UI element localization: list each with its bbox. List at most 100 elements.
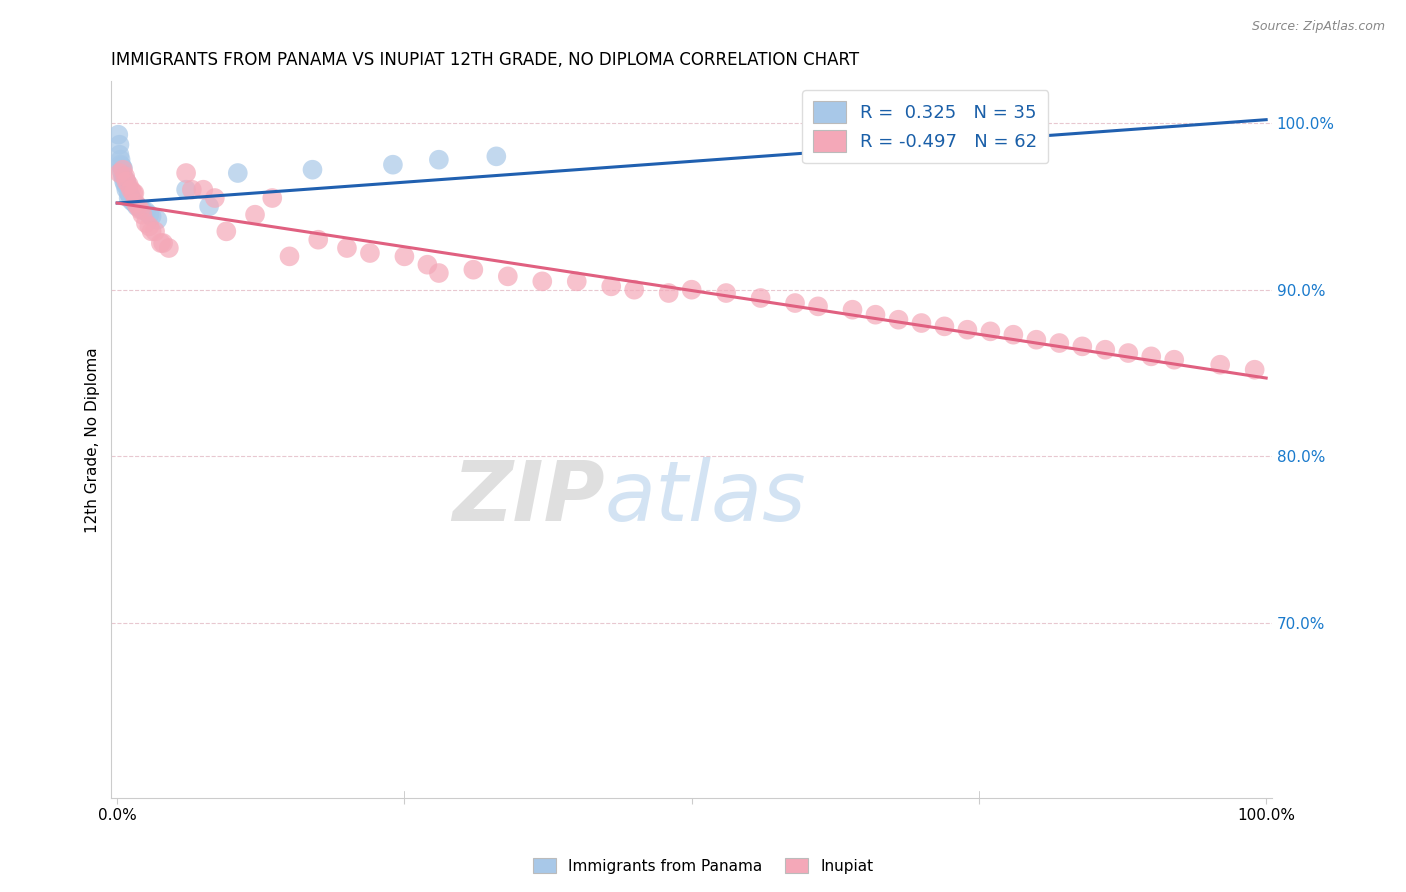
Point xyxy=(149,235,172,250)
Legend: Immigrants from Panama, Inupiat: Immigrants from Panama, Inupiat xyxy=(527,852,879,880)
Point xyxy=(122,186,145,200)
Point xyxy=(1094,343,1116,357)
Point xyxy=(146,212,169,227)
Point xyxy=(108,137,131,152)
Text: Source: ZipAtlas.com: Source: ZipAtlas.com xyxy=(1251,20,1385,33)
Point xyxy=(934,319,956,334)
Point xyxy=(807,299,830,313)
Point xyxy=(979,324,1001,338)
Point xyxy=(135,216,157,230)
Point xyxy=(301,162,323,177)
Point xyxy=(531,274,554,288)
Point xyxy=(865,308,887,322)
Point xyxy=(143,224,166,238)
Point xyxy=(117,186,139,200)
Point xyxy=(129,201,152,215)
Point xyxy=(124,196,146,211)
Point xyxy=(1243,362,1265,376)
Point xyxy=(180,183,202,197)
Point xyxy=(115,183,138,197)
Point xyxy=(115,174,138,188)
Text: ZIP: ZIP xyxy=(451,457,605,538)
Point xyxy=(118,187,141,202)
Point xyxy=(1025,333,1047,347)
Point xyxy=(129,202,152,217)
Point xyxy=(157,241,180,255)
Point xyxy=(111,159,134,173)
Point xyxy=(841,302,863,317)
Point xyxy=(359,246,381,260)
Point xyxy=(496,269,519,284)
Point xyxy=(108,147,131,161)
Point xyxy=(600,279,623,293)
Point xyxy=(111,169,134,184)
Point xyxy=(749,291,772,305)
Point xyxy=(307,233,329,247)
Point xyxy=(120,183,142,197)
Point xyxy=(681,283,703,297)
Point xyxy=(910,316,932,330)
Point xyxy=(111,164,134,178)
Point xyxy=(111,161,134,175)
Point xyxy=(427,153,450,167)
Point xyxy=(394,249,416,263)
Point xyxy=(243,208,266,222)
Point xyxy=(124,196,146,211)
Text: IMMIGRANTS FROM PANAMA VS INUPIAT 12TH GRADE, NO DIPLOMA CORRELATION CHART: IMMIGRANTS FROM PANAMA VS INUPIAT 12TH G… xyxy=(111,51,859,69)
Point xyxy=(658,286,681,301)
Point xyxy=(124,186,146,200)
Point xyxy=(125,199,148,213)
Point xyxy=(336,241,359,255)
Point xyxy=(112,174,135,188)
Point xyxy=(127,199,149,213)
Point xyxy=(112,171,135,186)
Point xyxy=(381,158,404,172)
Point xyxy=(1047,336,1070,351)
Point xyxy=(117,191,139,205)
Point xyxy=(1209,358,1232,372)
Point xyxy=(887,312,910,326)
Point xyxy=(131,202,153,217)
Point xyxy=(427,266,450,280)
Point xyxy=(198,199,221,213)
Point xyxy=(1071,339,1094,353)
Point xyxy=(114,178,136,192)
Point xyxy=(204,191,226,205)
Point xyxy=(714,286,737,301)
Point xyxy=(193,183,215,197)
Point xyxy=(416,258,439,272)
Point xyxy=(174,166,197,180)
Point xyxy=(111,162,134,177)
Point xyxy=(141,210,163,224)
Point xyxy=(1002,327,1025,342)
Point xyxy=(108,166,131,180)
Point xyxy=(215,224,238,238)
Legend: R =  0.325   N = 35, R = -0.497   N = 62: R = 0.325 N = 35, R = -0.497 N = 62 xyxy=(803,90,1049,163)
Point xyxy=(226,166,249,180)
Point xyxy=(117,178,139,192)
Point xyxy=(1116,346,1139,360)
Y-axis label: 12th Grade, No Diploma: 12th Grade, No Diploma xyxy=(86,347,100,533)
Point xyxy=(565,274,588,288)
Point xyxy=(152,235,174,250)
Point xyxy=(623,283,645,297)
Point xyxy=(121,194,143,209)
Text: atlas: atlas xyxy=(605,457,806,538)
Point xyxy=(110,153,132,167)
Point xyxy=(463,262,485,277)
Point xyxy=(110,158,132,172)
Point xyxy=(1140,350,1163,364)
Point xyxy=(120,191,142,205)
Point xyxy=(117,179,139,194)
Point xyxy=(131,208,153,222)
Point xyxy=(138,208,160,222)
Point xyxy=(783,296,806,310)
Point xyxy=(141,224,163,238)
Point xyxy=(956,323,979,337)
Point xyxy=(114,169,136,184)
Point xyxy=(135,204,157,219)
Point xyxy=(138,219,160,234)
Point xyxy=(485,149,508,163)
Point xyxy=(174,183,197,197)
Point xyxy=(107,128,129,142)
